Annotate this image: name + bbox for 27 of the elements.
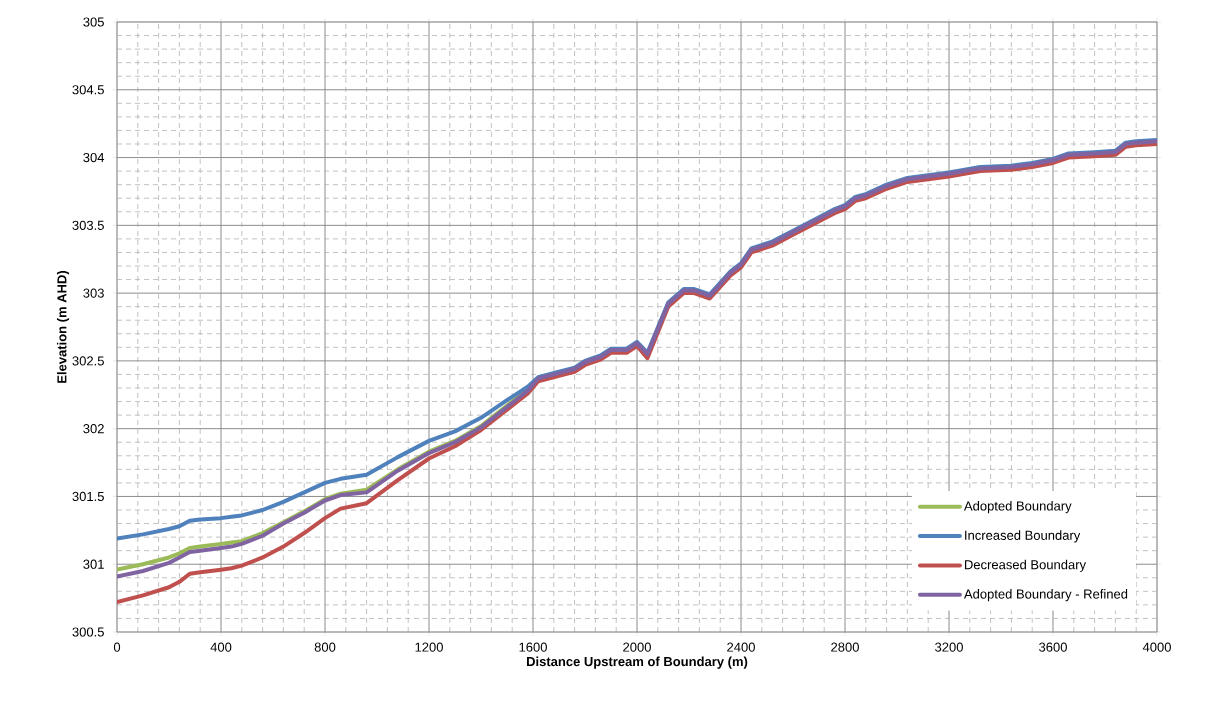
legend-label: Adopted Boundary bbox=[963, 501, 1072, 514]
y-tick-label: 305 bbox=[83, 17, 104, 27]
x-tick-label: 400 bbox=[210, 642, 232, 652]
y-tick-label: 302.5 bbox=[72, 356, 104, 366]
x-axis-title: Distance Upstream of Boundary (m) bbox=[526, 656, 748, 669]
x-tick-label: 2800 bbox=[831, 642, 859, 652]
y-tick-label: 301.5 bbox=[72, 491, 104, 502]
x-tick-label: 0 bbox=[113, 642, 121, 652]
x-tick-label: 800 bbox=[314, 642, 336, 652]
legend-label: Decreased Boundary bbox=[965, 559, 1087, 572]
y-tick-label: 304 bbox=[83, 152, 105, 163]
y-tick-label: 303 bbox=[83, 288, 104, 298]
x-tick-label: 4000 bbox=[1142, 642, 1171, 652]
y-tick-label: 300.5 bbox=[72, 627, 104, 637]
x-tick-label: 1600 bbox=[519, 642, 547, 652]
y-tick-label: 303.5 bbox=[72, 220, 104, 230]
y-axis-title: Elevation (m AHD) bbox=[56, 270, 70, 383]
legend-label: Adopted Boundary - Refined bbox=[963, 589, 1128, 602]
x-tick-label: 2400 bbox=[727, 642, 755, 652]
y-tick-label: 301 bbox=[83, 559, 104, 569]
x-tick-label: 3200 bbox=[935, 642, 963, 652]
y-tick-label: 302 bbox=[83, 424, 104, 434]
y-tick-label: 304.5 bbox=[72, 85, 104, 95]
x-tick-label: 1200 bbox=[415, 642, 443, 652]
x-tick-label: 2000 bbox=[623, 642, 651, 652]
legend-label: Increased Boundary bbox=[965, 530, 1081, 543]
x-tick-label: 3600 bbox=[1039, 642, 1067, 652]
